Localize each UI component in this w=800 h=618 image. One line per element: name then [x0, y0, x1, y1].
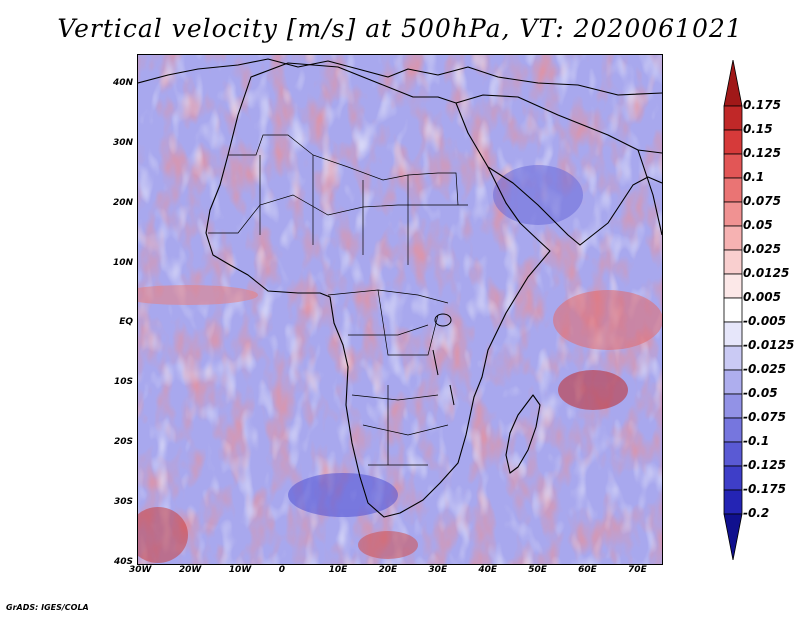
lake-tanganyika — [432, 349, 439, 376]
colorbar-swatch — [723, 249, 743, 275]
colorbar-tick-label: 0.025 — [743, 242, 781, 256]
lat-tick-label: 20N — [112, 197, 133, 208]
colorbar-tick-label: -0.005 — [743, 314, 786, 328]
border-sahel — [208, 155, 468, 265]
lon-tick-label: 50E — [528, 565, 547, 575]
colorbar-tick-label: -0.0125 — [743, 338, 795, 352]
lakes — [432, 313, 455, 406]
rising-zone-arabian-sea — [553, 290, 662, 350]
lat-tick-label: 20S — [113, 437, 133, 448]
lake-malawi — [449, 384, 455, 406]
colorbar-swatch — [723, 465, 743, 491]
colorbar-swatch — [723, 225, 743, 251]
coastlines — [138, 58, 662, 518]
sinking-zone-arabia — [493, 165, 583, 225]
colorbar-swatch — [723, 417, 743, 443]
india-coastline — [637, 149, 662, 236]
rising-zone-indian-ocean — [558, 370, 628, 410]
colorbar-swatch — [723, 177, 743, 203]
rising-zone-itcz — [138, 285, 258, 305]
colorbar-swatch — [723, 369, 743, 395]
lon-tick-label: 30W — [129, 565, 152, 575]
rising-zone-southwest — [138, 507, 188, 563]
colorbar-swatch — [723, 201, 743, 227]
lon-tick-label: 20E — [378, 565, 398, 575]
lat-tick-label: 10N — [112, 257, 133, 268]
colorbar-swatch — [723, 321, 743, 347]
colorbar-tick-label: 0.15 — [743, 122, 773, 136]
lon-tick-label: 20W — [178, 565, 202, 575]
lake-victoria — [434, 313, 452, 327]
madagascar-coastline — [505, 394, 541, 474]
lat-tick-label: EQ — [119, 317, 133, 328]
map-panel — [137, 54, 663, 565]
colorbar-swatch — [723, 153, 743, 179]
colorbar-tick-label: -0.1 — [743, 434, 770, 448]
lon-tick-label: 70E — [628, 565, 647, 575]
rising-zone-cape — [358, 531, 418, 559]
sinking-zone-south-atlantic — [288, 473, 398, 517]
colorbar-tick-label: 0.175 — [743, 98, 781, 112]
footer-credit: GrADS: IGES/COLA — [6, 603, 89, 612]
colorbar-tick-label: 0.005 — [743, 290, 781, 304]
border-south — [351, 385, 449, 466]
border-north — [228, 134, 459, 206]
colorbar-max-arrow — [723, 60, 743, 107]
colorbar-swatch — [723, 273, 743, 299]
colorbar-swatch — [723, 441, 743, 467]
colorbar-tick-label: -0.025 — [743, 362, 786, 376]
colorbar-swatch — [723, 297, 743, 323]
colorbar-tick-label: 0.125 — [743, 146, 781, 160]
colorbar-swatch — [723, 393, 743, 419]
lon-tick-label: 60E — [578, 565, 597, 575]
velocity-anomalies — [138, 165, 662, 563]
colorbar-tick-label: 0.075 — [743, 194, 781, 208]
colorbar-tick-label: -0.2 — [743, 506, 770, 520]
lon-tick-label: 30E — [428, 565, 448, 575]
colorbar-min-arrow — [723, 513, 743, 560]
lat-tick-label: 40N — [112, 77, 133, 88]
lat-tick-label: 10S — [113, 377, 133, 388]
colorbar-swatch — [723, 489, 743, 515]
colorbar-swatch — [723, 129, 743, 155]
colorbar-tick-label: 0.05 — [743, 218, 773, 232]
africa-coastline — [205, 62, 551, 518]
lat-tick-label: 30N — [112, 137, 133, 148]
chart-title: Vertical velocity [m/s] at 500hPa, VT: 2… — [57, 14, 743, 43]
lon-tick-label: 10E — [328, 565, 348, 575]
europe-coastline — [138, 58, 662, 96]
lat-tick-label: 40S — [113, 557, 133, 567]
colorbar — [723, 60, 743, 560]
colorbar-tick-label: -0.125 — [743, 458, 786, 472]
colorbar-tick-label: -0.175 — [743, 482, 786, 496]
colorbar-swatch — [723, 345, 743, 371]
colorbar-tick-label: -0.075 — [743, 410, 786, 424]
colorbar-swatch — [723, 105, 743, 131]
lon-tick-label: 0 — [278, 565, 285, 575]
vertical-velocity-map — [138, 55, 662, 564]
colorbar-tick-label: 0.1 — [743, 170, 765, 184]
lat-tick-label: 30S — [113, 497, 133, 508]
colorbar-tick-label: -0.05 — [743, 386, 778, 400]
colorbar-tick-label: 0.0125 — [743, 266, 790, 280]
border-central — [327, 289, 449, 356]
country-borders — [208, 134, 468, 466]
lon-tick-label: 10W — [228, 565, 252, 575]
lon-tick-label: 40E — [478, 565, 498, 575]
